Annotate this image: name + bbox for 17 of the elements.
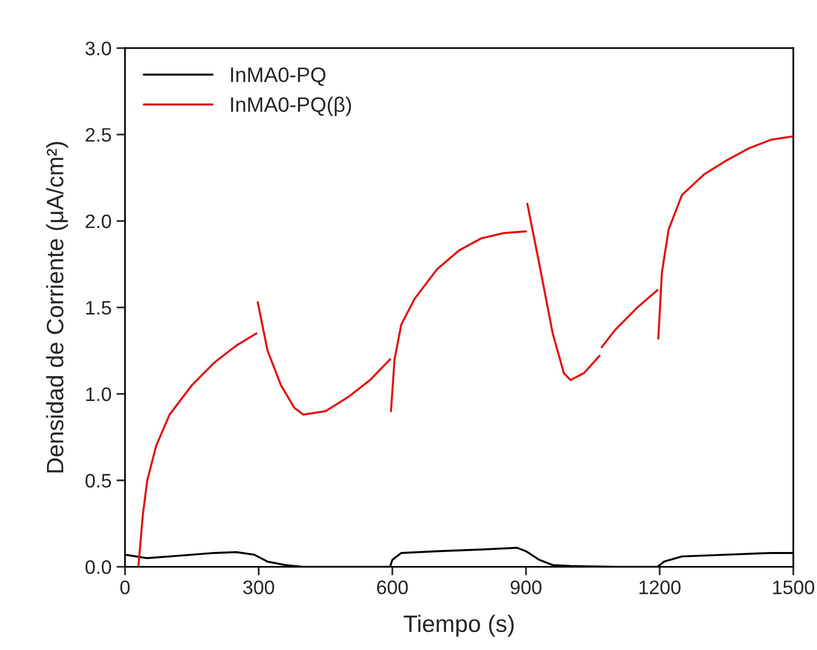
y-tick-label: 2.5 [86,128,111,142]
y-tick-label: 1.5 [86,301,111,315]
x-tick-label: 1200 [640,580,681,594]
x-tick-label: 900 [510,580,542,594]
legend-label: InMA0-PQ(β) [231,96,351,116]
y-tick-label: 1.0 [86,387,112,402]
x-tick-label: 300 [243,580,274,594]
y-tick-label: 3.0 [86,42,112,56]
x-axis-title: Tiempo (s) [404,614,514,637]
y-axis-title: Densidad de Corriente (μA/cm²) [46,142,68,472]
y-tick-label: 0.0 [86,560,112,574]
x-tick-label: 0 [120,580,130,594]
x-tick-label: 600 [377,580,408,594]
y-tick-label: 2.0 [86,214,112,228]
x-tick-label: 1500 [773,580,814,594]
legend-label: InMA0-PQ [231,67,326,86]
y-tick-label: 0.5 [86,474,111,488]
